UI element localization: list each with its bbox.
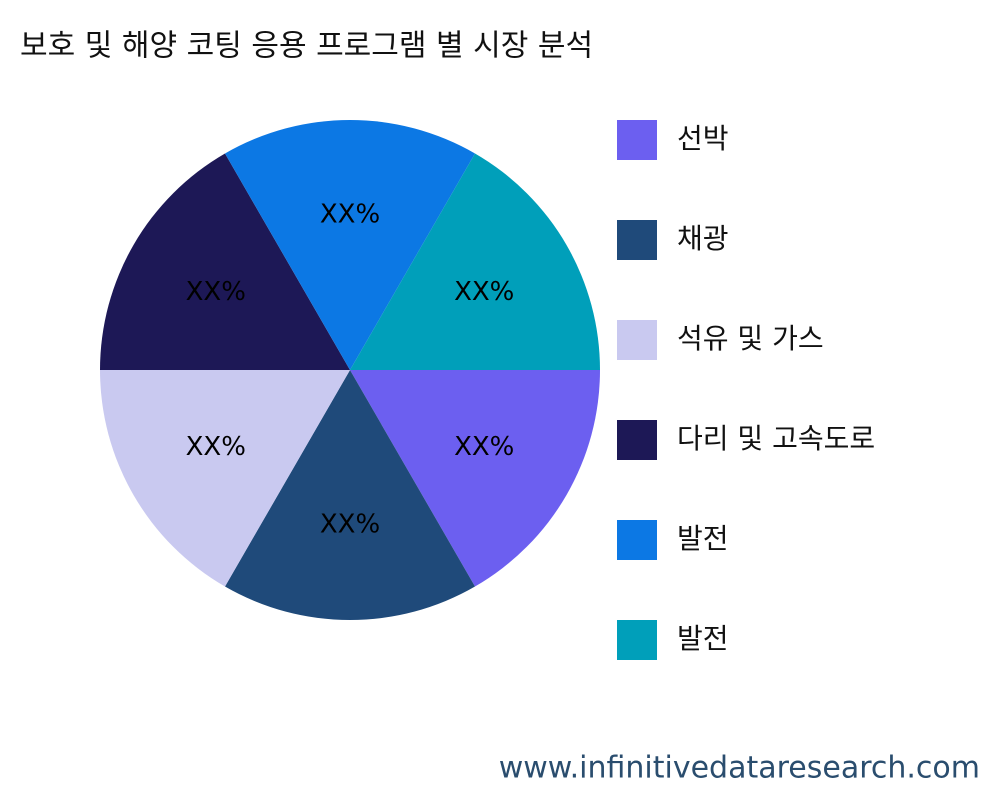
chart-title: 보호 및 해양 코팅 응용 프로그램 별 시장 분석: [20, 29, 593, 64]
watermark: www.infinitivedataresearch.com: [499, 751, 980, 786]
legend-swatch: [617, 220, 657, 260]
legend-swatch: [617, 520, 657, 560]
legend-label: 채광: [677, 222, 729, 255]
legend-label: 석유 및 가스: [677, 322, 824, 355]
pie-slice: [100, 370, 350, 587]
data-label: XX%: [454, 277, 514, 307]
data-label: XX%: [186, 277, 246, 307]
pie-slice: [350, 370, 600, 587]
legend-swatch: [617, 320, 657, 360]
legend-label: 선박: [677, 122, 729, 155]
legend-label: 발전: [677, 622, 729, 655]
data-label: XX%: [454, 432, 514, 462]
legend-swatch: [617, 120, 657, 160]
legend-swatch: [617, 420, 657, 460]
legend-label: 다리 및 고속도로: [677, 422, 875, 455]
pie-slice: [350, 153, 600, 370]
data-label: XX%: [186, 432, 246, 462]
pie-slice: [225, 119, 475, 370]
legend-label: 발전: [677, 522, 729, 555]
legend-swatch: [617, 620, 657, 660]
data-label: XX%: [320, 510, 380, 540]
pie-slice: [225, 370, 475, 620]
data-label: XX%: [320, 200, 380, 230]
pie-slice: [100, 153, 350, 370]
